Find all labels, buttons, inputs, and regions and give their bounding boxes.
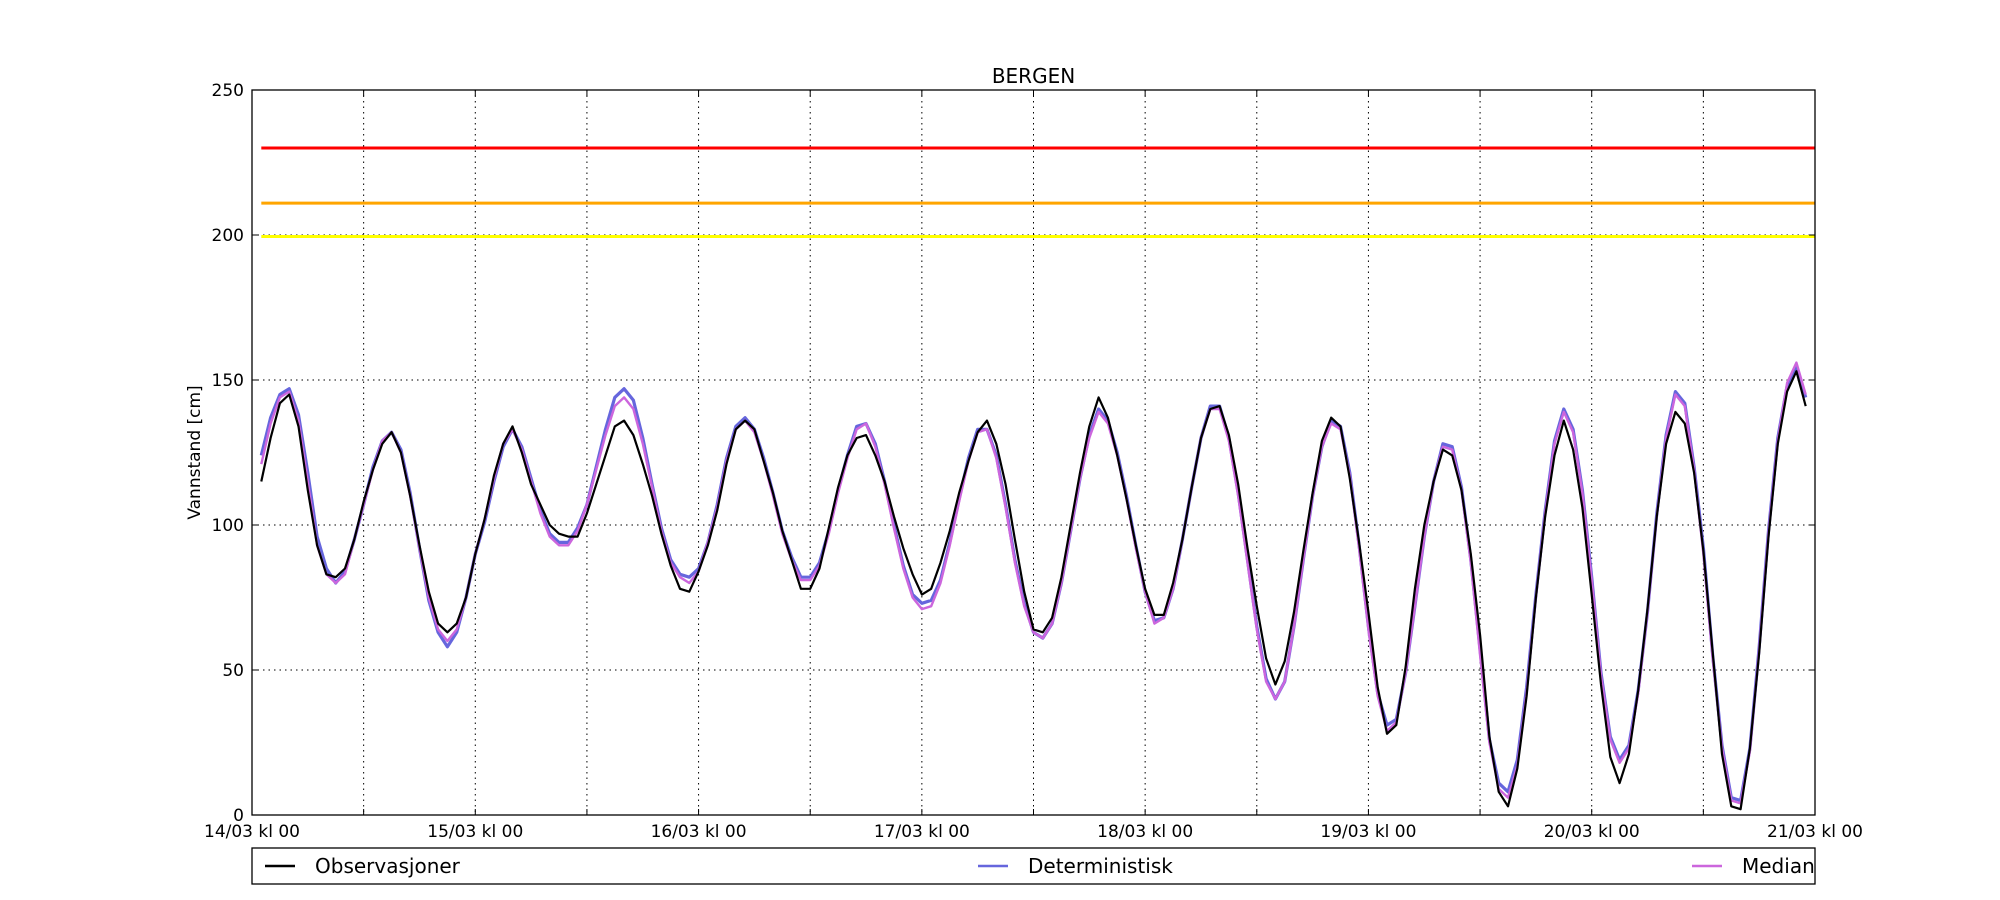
x-tick-label: 17/03 kl 00 (874, 822, 970, 842)
legend: Observasjoner Deterministisk Median (251, 847, 1816, 885)
legend-frame (251, 847, 1816, 885)
legend-label-deterministisk: Deterministisk (1028, 854, 1173, 878)
legend-label-observasjoner: Observasjoner (315, 854, 461, 878)
series-line-observasjoner (260, 370, 1807, 811)
x-tick-label: 20/03 kl 00 (1544, 822, 1640, 842)
y-tick-label: 250 (212, 81, 244, 101)
x-tick-label: 14/03 kl 00 (204, 822, 300, 842)
x-tick-label: 19/03 kl 00 (1320, 822, 1416, 842)
x-tick-label: 16/03 kl 00 (651, 822, 747, 842)
y-tick-label: 100 (212, 516, 244, 536)
y-axis-label: Vannstand [cm] (185, 385, 205, 519)
chart-title: BERGEN (992, 64, 1075, 88)
x-tick-label: 15/03 kl 00 (427, 822, 523, 842)
axis-ticks: 14/03 kl 00 15/03 kl 00 16/03 kl 00 17/03 k… (204, 81, 1863, 842)
legend-label-median: Median (1742, 854, 1815, 878)
y-tick-label: 50 (222, 661, 244, 681)
y-tick-label: 200 (212, 226, 244, 246)
y-tick-label: 0 (233, 806, 244, 826)
threshold-lines (261, 146, 1815, 238)
x-tick-label: 21/03 kl 00 (1767, 822, 1863, 842)
series-lines (259, 361, 1808, 811)
x-tick-label: 18/03 kl 00 (1097, 822, 1193, 842)
y-tick-label: 150 (212, 371, 244, 391)
